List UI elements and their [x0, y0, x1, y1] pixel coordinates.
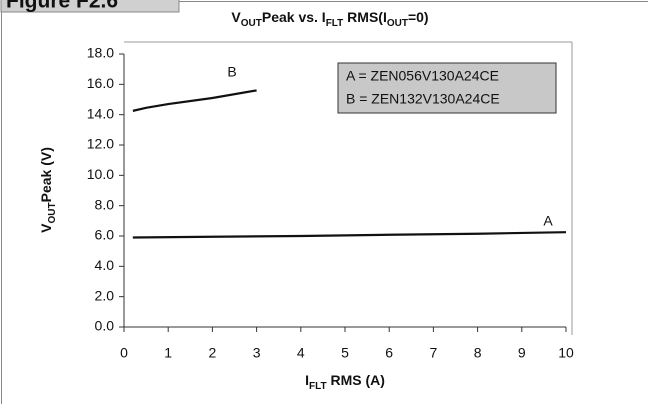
y-tick-label: 8.0: [95, 196, 115, 212]
x-axis-label-part: FLT: [309, 381, 327, 392]
chart-title-part: RMS(I: [343, 9, 387, 25]
legend-box: [337, 62, 557, 114]
y-tick-label: 0.0: [95, 318, 115, 334]
chart-title-part: =0): [408, 9, 429, 25]
legend-entry: B = ZEN132V130A24CE: [346, 91, 500, 107]
figure-label-box: [0, 0, 180, 13]
y-axis-label-part: OUT: [47, 202, 58, 223]
y-tick-label: 6.0: [95, 227, 115, 243]
x-tick-label: 3: [253, 345, 261, 361]
x-axis-label-part: I: [305, 372, 309, 388]
x-tick-label: 9: [518, 345, 526, 361]
x-tick-label: 10: [558, 345, 574, 361]
y-tick-label: 10.0: [87, 166, 114, 182]
x-tick-label: 5: [341, 345, 349, 361]
y-axis-label: VOUTPeak (V): [38, 147, 58, 233]
x-tick-label: 4: [297, 345, 305, 361]
chart-title-part: V: [231, 9, 241, 25]
x-tick-label: 7: [430, 345, 438, 361]
figure-label: Figure F2.6: [6, 0, 118, 13]
y-tick-label: 14.0: [87, 105, 114, 121]
chart-title-part: Peak vs. I: [262, 9, 326, 25]
y-axis-label-part: Peak (V): [38, 147, 54, 202]
y-tick-label: 18.0: [87, 45, 114, 61]
x-tick-label: 6: [385, 345, 393, 361]
y-tick-label: 2.0: [95, 287, 115, 303]
chart-title-part: FLT: [326, 18, 344, 29]
series-line: [132, 231, 567, 239]
y-axis-label-part: V: [38, 223, 54, 233]
chart-title: VOUTPeak vs. IFLT RMS(IOUT=0): [231, 9, 428, 29]
series-label: B: [227, 64, 236, 80]
x-tick-label: 8: [474, 345, 482, 361]
x-axis-label: IFLT RMS (A): [305, 372, 385, 392]
legend-entry: A = ZEN056V130A24CE: [346, 68, 499, 84]
y-tick-label: 16.0: [87, 75, 114, 91]
chart-title-part: OUT: [387, 18, 408, 29]
series-label: A: [543, 213, 553, 229]
x-tick-label: 1: [164, 345, 172, 361]
y-tick-label: 12.0: [87, 136, 114, 152]
x-axis-label-part: RMS (A): [327, 372, 385, 388]
y-tick-label: 4.0: [95, 257, 115, 273]
chart-title-part: OUT: [241, 18, 262, 29]
x-tick-label: 2: [209, 345, 217, 361]
x-tick-label: 0: [120, 345, 128, 361]
series-line: [132, 89, 257, 112]
